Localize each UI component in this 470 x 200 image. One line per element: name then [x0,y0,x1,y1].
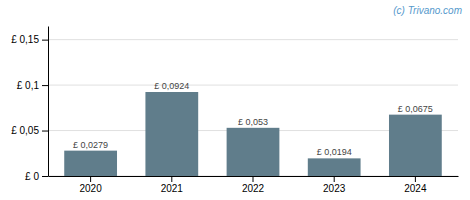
x-tick: 2021 [161,176,184,194]
y-tick-label: £ 0,15 [11,34,39,45]
y-tick-mark [42,85,48,86]
x-tick-label: 2020 [79,183,102,194]
data-labels: £ 0,0279 £ 0,0924 £ 0,053 £ 0,0194 £ 0,0675 [73,81,433,157]
bars [64,92,442,176]
bar [145,92,198,176]
x-tick-mark [415,176,416,182]
x-tick-mark [253,176,254,182]
bar [227,128,280,176]
y-tick: £ 0,1 [17,80,48,91]
y-axis: £ 0 £ 0,05 £ 0,1 £ 0,15 [11,27,48,182]
x-tick-label: 2024 [404,183,427,194]
y-tick-label: £ 0,1 [17,80,40,91]
data-label: £ 0,0924 [154,81,189,91]
y-tick: £ 0,15 [11,34,48,45]
y-tick-mark [42,40,48,41]
data-label: £ 0,053 [238,117,268,127]
grid-line [48,85,458,86]
y-tick-label: £ 0,05 [11,125,39,136]
x-tick-label: 2022 [242,183,265,194]
data-label: £ 0,0675 [398,104,433,114]
x-tick-mark [171,176,172,182]
y-tick-mark [42,131,48,132]
data-label: £ 0,0279 [73,140,108,150]
grid-line [48,39,458,40]
bar [389,115,442,176]
y-tick: £ 0 [25,171,48,182]
x-tick-mark [334,176,335,182]
bar [308,158,361,176]
x-tick-label: 2021 [161,183,184,194]
bar [64,151,117,176]
data-label: £ 0,0194 [317,147,352,157]
y-axis-line [48,27,49,177]
x-tick: 2022 [242,176,265,194]
annotation: (c) Trivano.com [393,5,462,16]
plot-area: £ 0 £ 0,05 £ 0,1 £ 0,15 2020 2021 2022 2023 2024… [11,27,458,195]
x-tick: 2024 [404,176,427,194]
x-tick: 2023 [323,176,346,194]
grid [48,40,458,176]
x-tick: 2020 [79,176,102,194]
chart-container: £ 0 £ 0,05 £ 0,1 £ 0,15 2020 2021 2022 2023 2024… [0,0,470,200]
y-tick-label: £ 0 [25,171,39,182]
x-tick-mark [90,176,91,182]
y-tick: £ 0,05 [11,125,48,136]
chart-svg: £ 0 £ 0,05 £ 0,1 £ 0,15 2020 2021 2022 2023 2024… [0,0,470,200]
x-axis: 2020 2021 2022 2023 2024 [49,176,459,194]
y-tick-mark [42,176,48,177]
x-tick-label: 2023 [323,183,346,194]
